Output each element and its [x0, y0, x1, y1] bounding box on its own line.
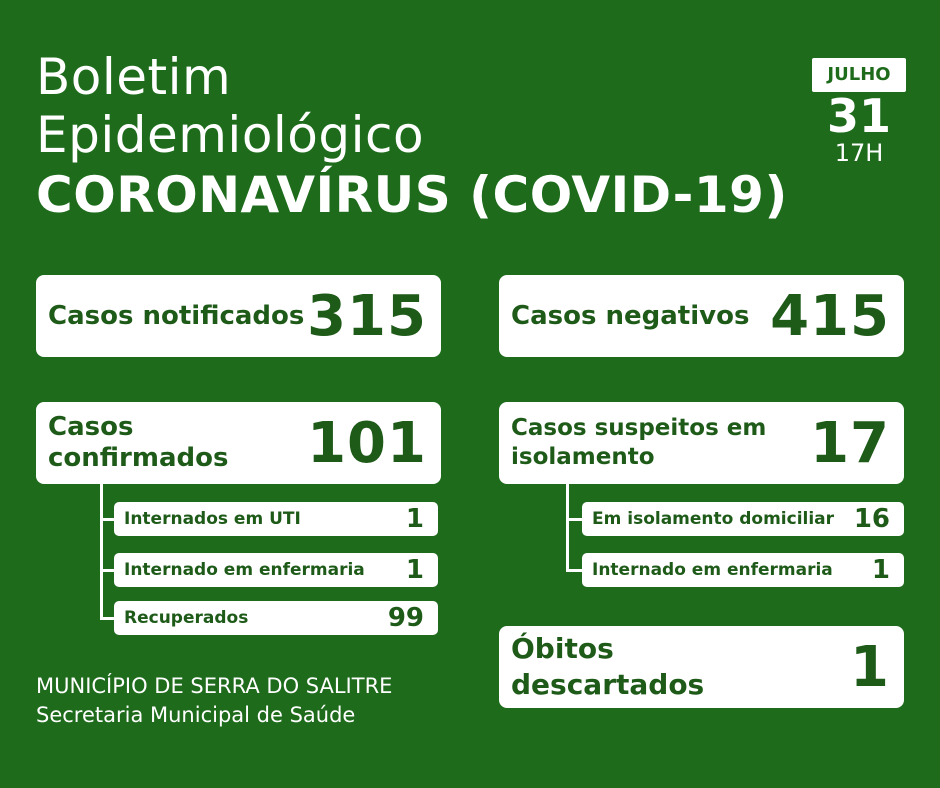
card-casos-confirmados: Casos confirmados 101	[36, 402, 441, 484]
sub-label: Recuperados	[124, 608, 249, 628]
bulletin-title: Boletim Epidemiológico CORONAVÍRUS (COVI…	[36, 52, 788, 220]
tree-connector-branch	[100, 518, 114, 521]
title-line-2: Epidemiológico	[36, 106, 425, 164]
sub-recuperados: Recuperados 99	[114, 601, 438, 635]
casos-suspeitos-label: Casos suspeitos em isolamento	[511, 414, 766, 472]
casos-notificados-label: Casos notificados	[48, 300, 305, 331]
obitos-value: 1	[850, 634, 890, 700]
date-badge: JULHO 31 17H	[812, 58, 906, 166]
footer-municipio: MUNICÍPIO DE SERRA DO SALITRE	[36, 674, 393, 698]
obitos-label: Óbitos descartados	[511, 631, 704, 703]
sub-value: 1	[871, 555, 890, 585]
footer: MUNICÍPIO DE SERRA DO SALITRE Secretaria…	[36, 672, 392, 730]
card-obitos-descartados: Óbitos descartados 1	[499, 626, 904, 708]
obitos-label-line2: descartados	[511, 668, 705, 701]
sub-label: Em isolamento domiciliar	[592, 509, 835, 529]
card-casos-negativos: Casos negativos 415	[499, 275, 904, 357]
sub-label: Internado em enfermaria	[124, 560, 365, 580]
sub-value: 1	[405, 555, 424, 585]
sub-internado-enfermaria: Internado em enfermaria 1	[114, 553, 438, 587]
tree-connector-vertical	[100, 484, 103, 620]
sub-value: 1	[405, 504, 424, 534]
sub-label: Internados em UTI	[124, 509, 301, 529]
sub-internado-enfermaria-right: Internado em enfermaria 1	[582, 553, 904, 587]
title-line-1: Boletim	[36, 48, 232, 106]
sub-value: 16	[853, 504, 890, 534]
casos-suspeitos-label-line1: Casos suspeitos em	[511, 415, 767, 441]
tree-connector-branch	[100, 569, 114, 572]
casos-negativos-value: 415	[770, 283, 890, 349]
sub-isolamento-domiciliar: Em isolamento domiciliar 16	[582, 502, 904, 536]
tree-connector-branch	[566, 518, 582, 521]
date-month: JULHO	[812, 58, 906, 92]
footer-secretaria: Secretaria Municipal de Saúde	[36, 703, 356, 727]
sub-label: Internado em enfermaria	[592, 560, 833, 580]
tree-connector-vertical	[566, 484, 569, 572]
casos-suspeitos-value: 17	[810, 410, 890, 476]
card-casos-suspeitos: Casos suspeitos em isolamento 17	[499, 402, 904, 484]
casos-notificados-value: 315	[307, 283, 427, 349]
tree-connector-branch	[566, 569, 582, 572]
casos-suspeitos-label-line2: isolamento	[511, 444, 655, 470]
sub-internados-uti: Internados em UTI 1	[114, 502, 438, 536]
casos-negativos-label: Casos negativos	[511, 300, 750, 331]
sub-value: 99	[387, 603, 424, 633]
card-casos-notificados: Casos notificados 315	[36, 275, 441, 357]
tree-connector-branch	[100, 617, 114, 620]
date-day: 31	[826, 89, 891, 143]
casos-confirmados-value: 101	[307, 410, 427, 476]
title-line-3: CORONAVÍRUS (COVID-19)	[36, 166, 788, 224]
obitos-label-line1: Óbitos	[511, 632, 614, 665]
date-hour: 17H	[834, 139, 884, 167]
casos-confirmados-label: Casos confirmados	[48, 412, 229, 473]
